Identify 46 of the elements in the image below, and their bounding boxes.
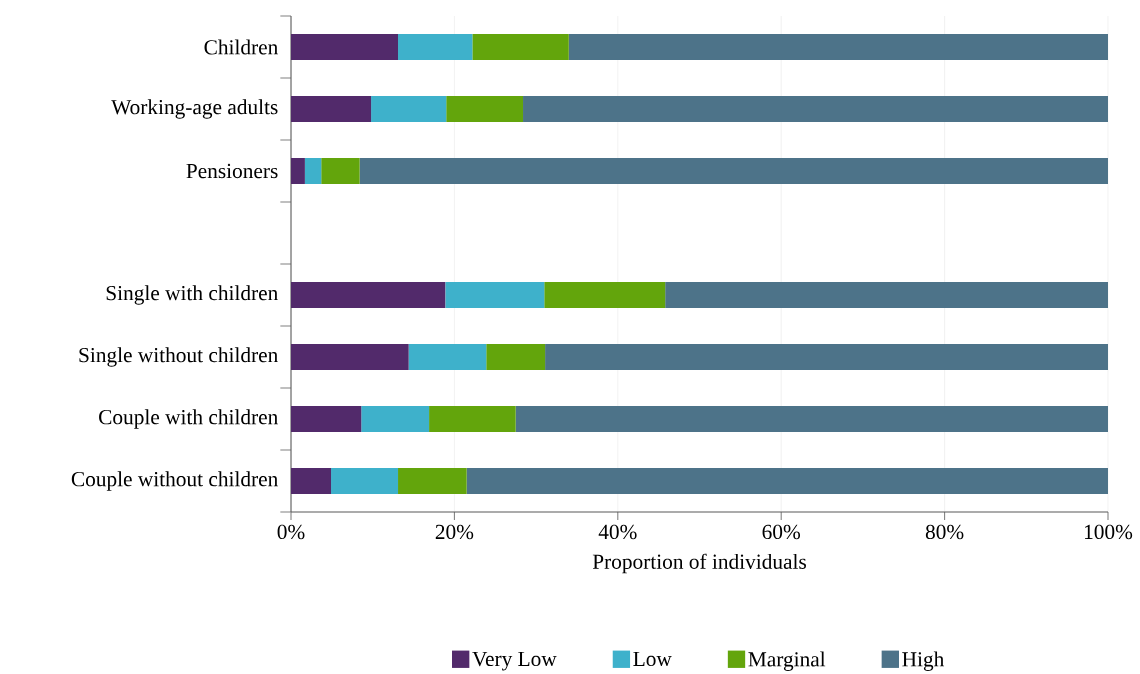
bar [291,406,362,433]
bar [523,96,1108,123]
bar [361,406,430,433]
y-tick-label: Working-age adults [111,99,278,119]
bar [429,406,516,433]
x-tick-label: 0% [277,524,305,540]
bar [398,468,467,495]
bar [331,468,399,495]
bar [371,96,447,123]
legend-label: High [902,651,945,672]
x-tick-label: 20% [435,524,474,540]
bar [545,344,1108,371]
y-tick-label: Couple without children [71,471,278,491]
x-tick-label: 100% [1085,524,1133,540]
legend-label: Very Low [472,652,557,671]
legend-label: Marginal [748,651,826,672]
x-tick-label: 80% [925,524,964,540]
y-tick-label: Pensioners [186,164,278,179]
y-tick-label: Single without children [79,347,278,367]
bar [515,406,1108,433]
bar [291,34,399,61]
bar [304,158,322,185]
bar [472,34,569,61]
bar [466,468,1108,495]
x-tick-label: 40% [598,524,637,540]
bar [568,34,1108,61]
bar [446,96,524,123]
legend-label: Low [633,652,672,667]
bar [291,96,372,123]
bar [291,344,409,371]
y-tick-label: Children [204,39,278,55]
bar [359,158,1108,185]
bar [408,344,487,371]
bar [544,282,666,309]
bar [291,158,305,185]
y-tick-label: Couple with children [99,409,278,429]
bar [398,34,473,61]
x-tick-label: 60% [762,524,801,540]
y-tick-label: Single with children [106,285,278,305]
bar [665,282,1108,309]
bar [291,282,446,309]
bar [321,158,360,185]
bar [445,282,545,309]
bar [291,468,332,495]
x-axis-title: Proportion of individuals [592,553,806,574]
bar [486,344,546,371]
